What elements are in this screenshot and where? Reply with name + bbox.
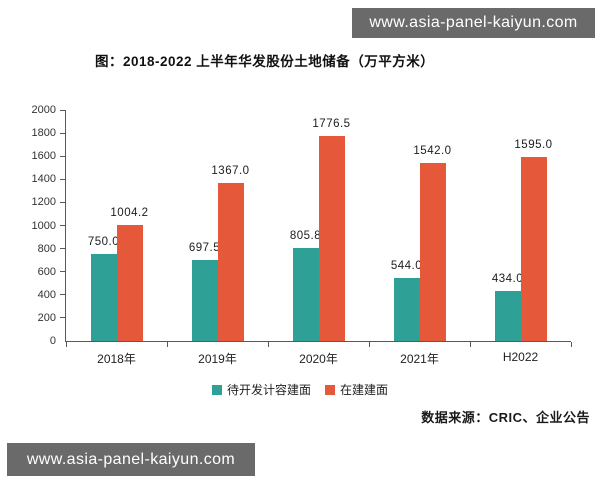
legend-item-series2: 在建建面: [325, 381, 388, 398]
bar-value-label: 434.0: [491, 272, 524, 285]
bar: 1367.0: [211, 165, 249, 341]
legend-swatch-teal: [211, 384, 222, 395]
legend-label-series1: 待开发计容建面: [226, 383, 311, 397]
chart-title: 图：2018-2022 上半年华发股份土地储备（万平方米）: [95, 54, 435, 69]
x-axis-tick-mark: [65, 342, 67, 347]
bar: 697.5: [189, 242, 220, 341]
bar: 544.0: [391, 260, 422, 341]
x-axis-label: 2021年: [400, 352, 439, 366]
bar: 805.8: [290, 230, 321, 341]
bar-group-2021年: 544.0 1542.0 2021年: [369, 110, 470, 366]
y-axis-tick-mark: [60, 225, 65, 226]
y-axis-tick-mark: [60, 109, 65, 111]
bar-group-2020年: 805.8 1776.5 2020年: [268, 110, 369, 366]
bar: 1004.2: [110, 207, 148, 341]
y-axis-tick-mark: [60, 178, 65, 180]
bar-group-2019年: 697.5 1367.0 2019年: [167, 110, 268, 366]
x-axis-label: 2019年: [198, 352, 237, 366]
bar-value-label: 750.0: [87, 236, 120, 249]
bar: 1595.0: [514, 139, 552, 341]
bar-value-label: 1776.5: [312, 117, 351, 130]
y-axis-tick-mark: [60, 132, 65, 134]
y-axis-tick-mark: [60, 271, 65, 273]
bar-value-label: 1542.0: [413, 144, 452, 157]
y-axis-tick-mark: [60, 317, 65, 319]
bar: 1542.0: [413, 145, 451, 341]
x-axis-tick-mark: [267, 342, 269, 347]
bar-value-label: 1367.0: [211, 165, 250, 178]
legend-item-series1: 待开发计容建面: [211, 381, 311, 398]
y-axis-tick-label: 800: [37, 242, 56, 255]
bar: 434.0: [492, 273, 523, 341]
y-axis-tick-label: 0: [49, 335, 56, 347]
y-axis-tick-label: 600: [37, 265, 56, 278]
site-url-banner-top: www.asia-panel-kaiyun.com: [352, 8, 595, 38]
bar-value-label: 697.5: [188, 242, 221, 255]
y-axis-tick-label: 1600: [31, 150, 56, 163]
site-url-text-bottom: www.asia-panel-kaiyun.com: [26, 450, 236, 468]
site-url-text-top: www.asia-panel-kaiyun.com: [369, 14, 578, 31]
y-axis-tick-mark: [60, 294, 65, 296]
y-axis-tick-label: 200: [37, 311, 56, 324]
y-axis-tick-label: 1800: [31, 127, 56, 140]
x-axis-label: 2018年: [97, 352, 136, 366]
x-axis-tick-mark: [368, 342, 370, 347]
bar-group-H2022: 434.0 1595.0 H2022: [470, 110, 571, 364]
data-source-note: 数据来源：CRIC、企业公告: [421, 410, 590, 425]
bar-value-label: 1004.2: [110, 207, 149, 220]
bar-chart-plot-area: 0 200 400 600 800 1000 1200 1400 1600 1800 2000 750…: [32, 104, 572, 366]
chart-legend: 待开发计容建面 在建建面: [0, 381, 600, 398]
y-axis-tick-mark: [60, 248, 65, 250]
bar: 750.0: [88, 236, 119, 341]
legend-swatch-orange: [325, 384, 335, 395]
x-axis-label: 2020年: [299, 352, 338, 366]
x-axis-tick-mark: [570, 342, 572, 347]
y-axis-tick-label: 1200: [31, 196, 56, 209]
site-url-banner-bottom: www.asia-panel-kaiyun.com: [7, 443, 255, 476]
y-axis-tick-label: 2000: [31, 104, 56, 116]
y-axis-tick-mark: [60, 201, 65, 203]
bar: 1776.5: [312, 118, 350, 341]
bar-value-label: 805.8: [289, 229, 322, 242]
x-axis-tick-mark: [166, 342, 168, 347]
y-axis-tick-label: 400: [37, 288, 56, 301]
y-axis-tick-label: 1400: [31, 173, 56, 186]
x-axis-tick-mark: [469, 342, 471, 347]
y-axis-tick-label: 1000: [31, 219, 56, 232]
bar-value-label: 1595.0: [514, 138, 553, 151]
x-axis-label: H2022: [502, 350, 539, 364]
bar-value-label: 544.0: [390, 260, 423, 273]
bar-group-2018年: 750.0 1004.2 2018年: [66, 110, 167, 366]
legend-label-series2: 在建建面: [340, 383, 389, 397]
y-axis-tick-mark: [60, 155, 65, 157]
